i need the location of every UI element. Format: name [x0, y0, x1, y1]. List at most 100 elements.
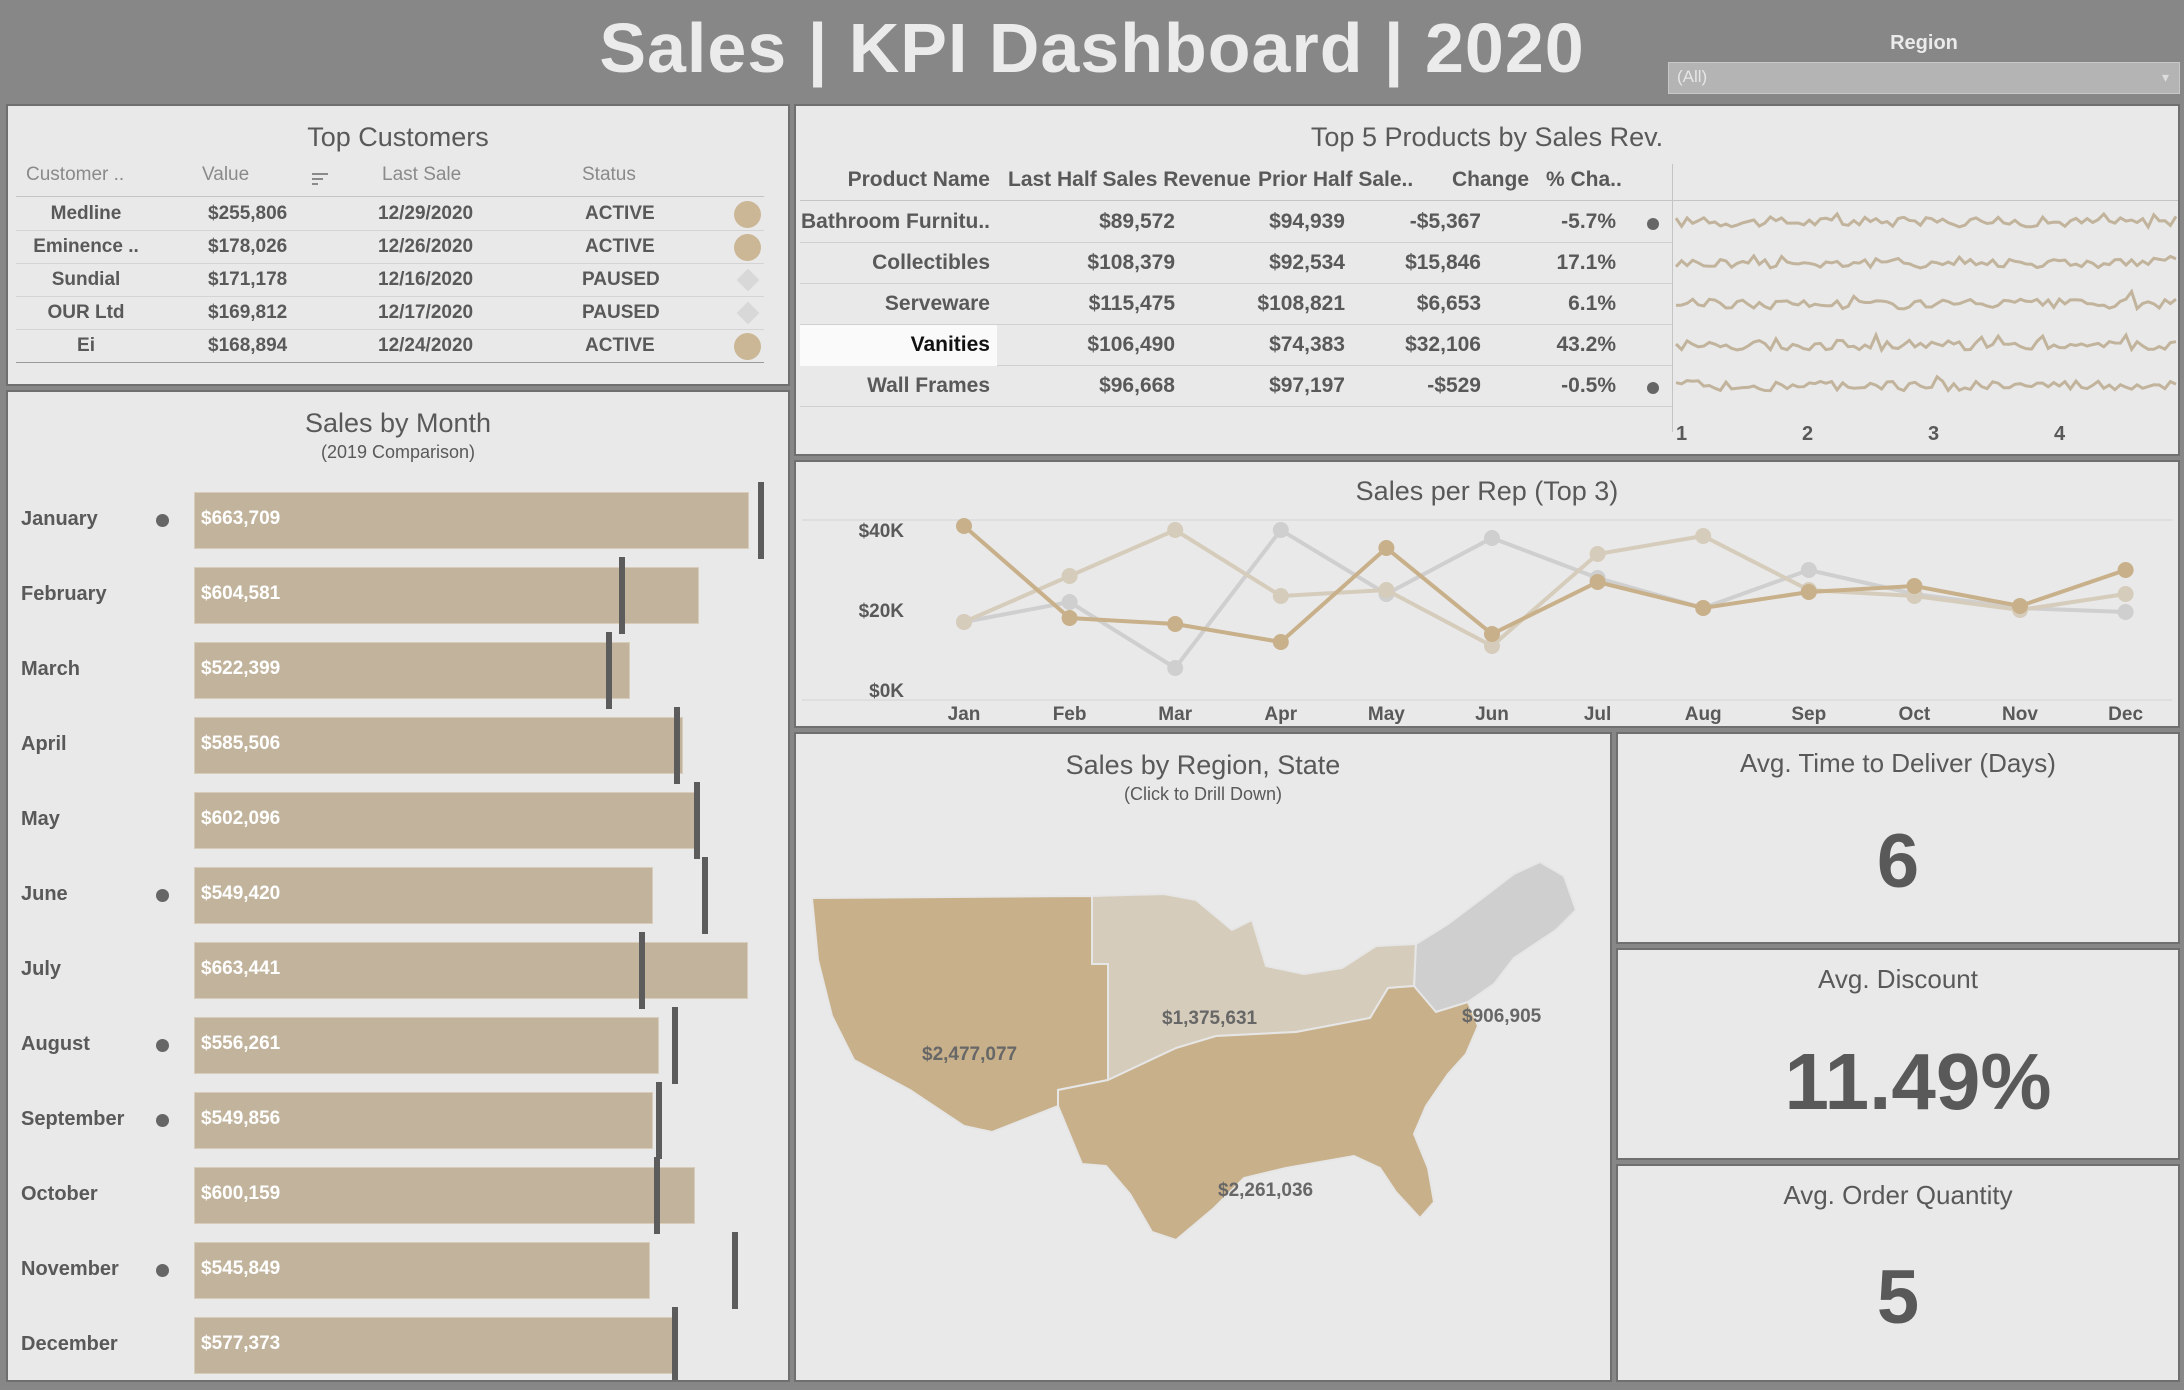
rep-series-line — [962, 524, 2127, 645]
month-label: October — [21, 1183, 98, 1205]
rep-series-line — [963, 527, 2126, 649]
month-bar[interactable]: $549,856 — [194, 1092, 654, 1149]
prior-half-header[interactable]: Prior Half Sale.. — [1258, 168, 1414, 191]
month-label: August — [21, 1033, 90, 1055]
rep-series-point — [1695, 600, 1712, 616]
status-column-header[interactable]: Status — [582, 164, 636, 185]
reference-2019-marker — [618, 557, 625, 634]
table-row[interactable]: Bathroom Furnitu.. $89,572 $94,939 -$5,367 -… — [800, 202, 1672, 243]
reference-2019-marker — [672, 1007, 679, 1084]
product-prior-half: $108,821 — [1257, 292, 1345, 315]
month-bar[interactable]: $663,441 — [194, 942, 749, 999]
below-target-indicator — [156, 1114, 169, 1127]
status-paused-icon — [736, 268, 760, 292]
reference-2019-marker — [702, 857, 709, 934]
kpi-quantity-panel: Avg. Order Quantity 5 — [1616, 1164, 2180, 1382]
region-west-value: $2,477,077 — [922, 1044, 1018, 1065]
kpi-discount-title: Avg. Discount — [1818, 964, 1978, 994]
month-bar[interactable]: $549,420 — [194, 867, 654, 924]
dashboard-title: Sales | KPI Dashboard | 2020 — [599, 9, 1585, 87]
negative-change-indicator — [1647, 218, 1659, 230]
month-bar[interactable]: $556,261 — [194, 1017, 659, 1074]
month-bar[interactable]: $604,581 — [194, 567, 700, 624]
sparkline — [1674, 211, 2178, 231]
rep-series-point — [1272, 588, 1289, 604]
top-products-panel: Top 5 Products by Sales Rev. Product Nam… — [794, 104, 2180, 456]
rep-series-point — [1906, 578, 1923, 594]
x-tick-label: Apr — [1264, 704, 1297, 725]
rep-series-point — [1484, 638, 1500, 654]
customer-status: ACTIVE — [585, 335, 655, 356]
x-tick-label: Sep — [1791, 704, 1826, 725]
month-label: February — [21, 583, 107, 605]
pct-change-header[interactable]: % Cha.. — [1546, 168, 1622, 191]
month-bar[interactable]: $585,506 — [194, 717, 684, 774]
table-row[interactable]: Collectibles $108,379 $92,534 $15,846 17.1% — [800, 243, 1672, 284]
product-prior-half: $92,534 — [1269, 251, 1345, 274]
rep-series-point — [1589, 574, 1606, 590]
product-name-header[interactable]: Product Name — [847, 168, 990, 191]
product-change: -$529 — [1427, 374, 1481, 397]
rep-series-point — [2012, 598, 2028, 614]
product-pct-change: -0.5% — [1561, 374, 1616, 397]
month-label: May — [21, 808, 60, 830]
month-bar[interactable]: $663,709 — [194, 492, 749, 549]
customer-status: ACTIVE — [585, 203, 655, 224]
kpi-discount-value: 11.49% — [1784, 1037, 2052, 1126]
product-name: Bathroom Furnitu.. — [801, 210, 990, 233]
customer-name: Medline — [50, 203, 122, 224]
selected-row-highlight — [800, 325, 997, 366]
rep-series-point — [1484, 530, 1500, 546]
rep-series-point — [1800, 562, 1817, 578]
month-bar[interactable]: $602,096 — [194, 792, 698, 849]
region-filter-label: Region — [1890, 32, 1958, 54]
table-row[interactable]: Medline $255,806 12/29/2020 ACTIVE — [16, 198, 764, 231]
sort-descending-icon[interactable] — [312, 172, 330, 186]
month-bar[interactable]: $600,159 — [194, 1167, 696, 1224]
sparkline — [1675, 288, 2177, 312]
rep-series-point — [1167, 660, 1184, 676]
table-row[interactable]: Eminence .. $178,026 12/26/2020 ACTIVE — [16, 231, 764, 264]
month-bar-value: $549,856 — [201, 1108, 281, 1129]
customer-status: PAUSED — [582, 269, 660, 290]
customer-status: PAUSED — [582, 302, 660, 323]
sparkline-axis-label: 2 — [1802, 423, 1813, 445]
customer-column-header[interactable]: Customer .. — [26, 164, 125, 185]
rep-series-point — [1378, 540, 1395, 556]
sales-by-region-panel: Sales by Region, State (Click to Drill D… — [794, 732, 1612, 1382]
table-row[interactable]: Sundial $171,178 12/16/2020 PAUSED — [16, 264, 764, 297]
sales-per-rep-panel: Sales per Rep (Top 3) $40K $20K $0K Jan Feb M… — [794, 460, 2180, 728]
rep-series-point — [1695, 528, 1712, 544]
month-bar-value: $585,506 — [201, 733, 281, 754]
table-row[interactable]: Serveware $115,475 $108,821 $6,653 6.1% — [800, 284, 1672, 325]
month-bar-value: $577,373 — [201, 1333, 281, 1354]
month-label: June — [21, 883, 68, 905]
month-bar[interactable]: $577,373 — [194, 1317, 677, 1374]
table-row[interactable]: OUR Ltd $169,812 12/17/2020 PAUSED — [16, 297, 764, 330]
us-region-map[interactable] — [796, 734, 1610, 1380]
table-row[interactable]: Ei $168,894 12/24/2020 ACTIVE — [16, 330, 764, 363]
month-bar-value: $522,399 — [201, 658, 281, 679]
month-bar[interactable]: $545,849 — [194, 1242, 651, 1299]
change-header[interactable]: Change — [1452, 168, 1530, 191]
rep-series-point — [2117, 562, 2134, 578]
table-row[interactable]: Wall Frames $96,668 $97,197 -$529 -0.5% — [800, 366, 1672, 407]
region-east-shape — [1412, 860, 1578, 1014]
table-row[interactable]: Vanities $106,490 $74,383 $32,106 43.2% — [800, 325, 1672, 366]
month-label: September — [21, 1108, 125, 1130]
value-column-header[interactable]: Value — [202, 164, 250, 185]
region-filter-dropdown[interactable]: (All) ▾ — [1668, 62, 2180, 94]
sales-per-rep-title: Sales per Rep (Top 3) — [1355, 476, 1619, 506]
x-tick-label: Nov — [2002, 704, 2038, 725]
last-sale-column-header[interactable]: Last Sale — [382, 164, 462, 185]
product-pct-change: 43.2% — [1556, 333, 1616, 356]
last-half-header[interactable]: Last Half Sales Revenue — [1008, 168, 1251, 191]
chevron-down-icon[interactable]: ▾ — [2161, 69, 2169, 85]
reference-2019-marker — [638, 932, 645, 1009]
product-change: $6,653 — [1416, 292, 1481, 315]
reference-2019-marker — [606, 632, 613, 709]
month-bar[interactable]: $522,399 — [194, 642, 631, 699]
product-pct-change: -5.7% — [1561, 210, 1616, 233]
x-tick-label: Jul — [1584, 704, 1611, 725]
rep-series-point — [1378, 582, 1395, 598]
